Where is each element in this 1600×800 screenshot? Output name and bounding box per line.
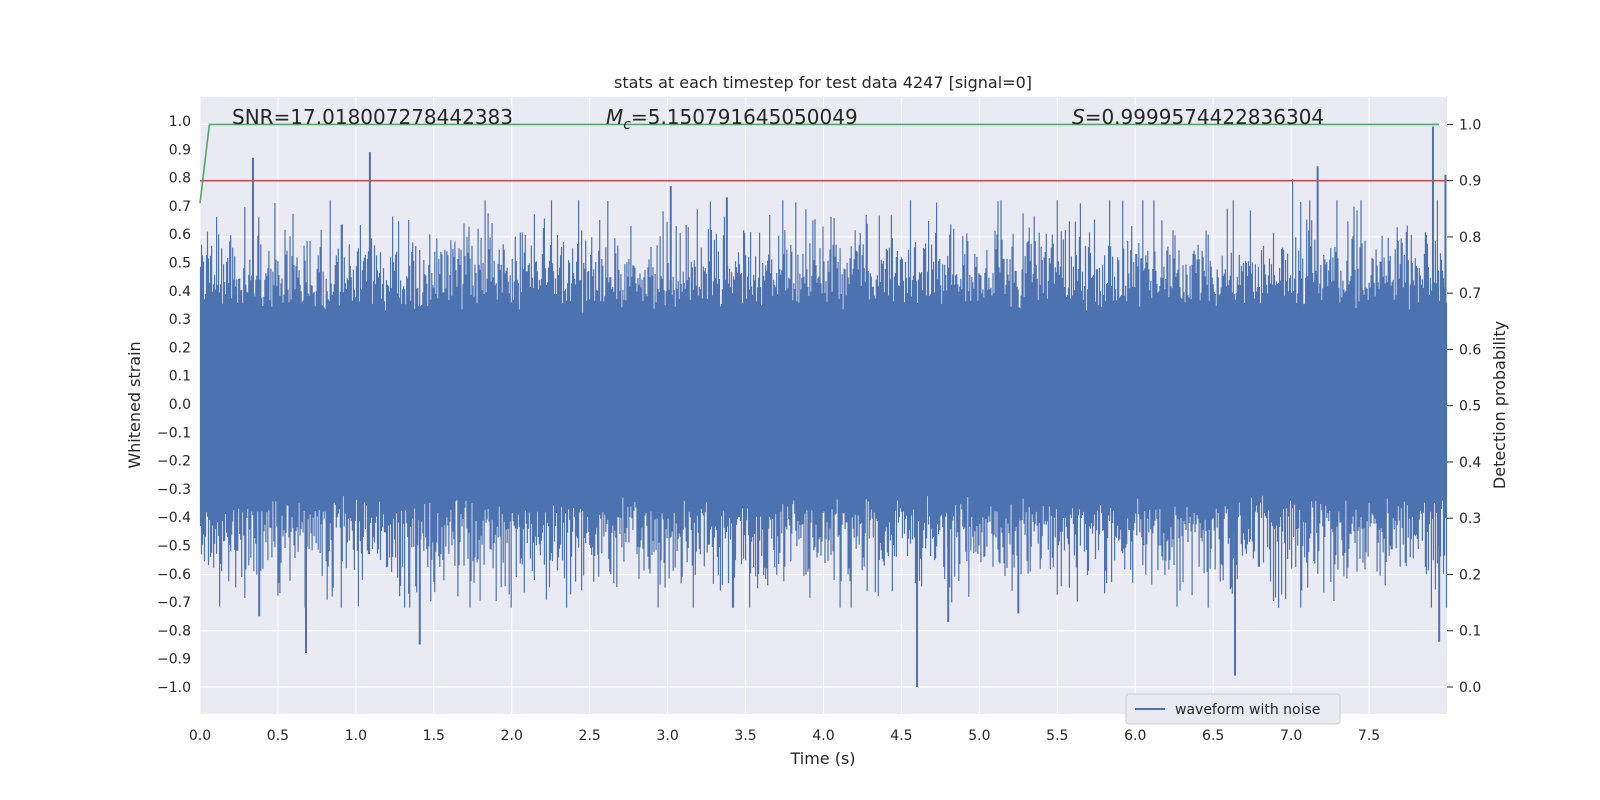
x-tick-label: 2.5 xyxy=(579,728,601,744)
chirp-mass-value: =5.150791645050049 xyxy=(631,105,858,129)
y-tick-label: 0.0 xyxy=(169,397,191,413)
snr-annotation: SNR=17.018007278442383 xyxy=(232,105,513,129)
waveform-core xyxy=(200,324,1447,484)
x-tick-label: 7.5 xyxy=(1358,728,1380,744)
x-axis-ticks: 0.0 0.5 1.0 1.5 2.0 2.5 3.0 3.5 4.0 4.5 5.0 5.5 6.0 6… xyxy=(189,728,1380,744)
legend-box xyxy=(1125,693,1341,725)
y-tick-label: 0.7 xyxy=(169,199,191,215)
y-axis-ticks: 1.0 0.9 0.8 0.7 0.6 0.5 0.4 0.3 0.2 0.1 0.0 −0.1 −0.… xyxy=(157,114,191,696)
y-tick-label: 1.0 xyxy=(169,114,191,130)
x-tick-label: 4.0 xyxy=(812,728,834,744)
y2-tick-label: 0.6 xyxy=(1459,342,1481,358)
y-tick-label: −0.9 xyxy=(157,652,191,668)
y-tick-label: −0.1 xyxy=(157,425,191,441)
y2-axis-ticks: 1.0 0.9 0.8 0.7 0.6 0.5 0.4 0.3 0.2 0.1 0.0 xyxy=(1447,117,1481,696)
y-tick-label: 0.6 xyxy=(169,227,191,243)
x-tick-label: 0.0 xyxy=(189,728,211,744)
x-tick-label: 0.5 xyxy=(267,728,289,744)
detection-stat-annotation: S=0.9999574422836304 xyxy=(1072,105,1324,129)
y2-tick-label: 0.3 xyxy=(1459,511,1481,527)
legend: waveform with noise xyxy=(1125,693,1341,725)
x-tick-label: 1.5 xyxy=(423,728,445,744)
y-tick-label: −0.2 xyxy=(157,454,191,470)
chart-title: stats at each timestep for test data 424… xyxy=(614,73,1032,92)
x-tick-label: 2.0 xyxy=(501,728,523,744)
chirp-mass-annotation: Mc=5.150791645050049 xyxy=(606,105,858,133)
detection-stat-symbol: S xyxy=(1072,105,1085,129)
x-tick-label: 5.5 xyxy=(1046,728,1068,744)
chirp-mass-subscript: c xyxy=(623,117,631,133)
y2-tick-label: 0.7 xyxy=(1459,286,1481,302)
x-tick-label: 4.5 xyxy=(890,728,912,744)
y2-axis-label: Detection probability xyxy=(1490,321,1509,489)
y2-tick-label: 0.0 xyxy=(1459,680,1481,696)
x-tick-label: 6.5 xyxy=(1202,728,1224,744)
x-tick-label: 5.0 xyxy=(968,728,990,744)
y-axis-label: Whitened strain xyxy=(125,341,144,468)
y-tick-label: 0.5 xyxy=(169,256,191,272)
y-tick-label: 0.9 xyxy=(169,142,191,158)
y-tick-label: 0.8 xyxy=(169,171,191,187)
y2-tick-label: 0.4 xyxy=(1459,455,1481,471)
y-tick-label: −0.8 xyxy=(157,623,191,639)
y2-tick-label: 0.1 xyxy=(1459,624,1481,640)
y-tick-label: −0.7 xyxy=(157,595,191,611)
y-tick-label: 0.3 xyxy=(169,312,191,328)
y-tick-label: 0.1 xyxy=(169,369,191,385)
y-tick-label: −0.3 xyxy=(157,482,191,498)
x-tick-label: 7.0 xyxy=(1280,728,1302,744)
y-tick-label: 0.4 xyxy=(169,284,191,300)
y-tick-label: −0.4 xyxy=(157,510,191,526)
y-tick-label: −1.0 xyxy=(157,680,191,696)
x-tick-label: 3.0 xyxy=(656,728,678,744)
x-tick-label: 3.5 xyxy=(734,728,756,744)
y2-tick-label: 0.2 xyxy=(1459,567,1481,583)
chirp-mass-symbol: M xyxy=(606,105,623,129)
probability-series xyxy=(199,123,1447,204)
y2-tick-label: 0.5 xyxy=(1459,399,1481,415)
y-tick-label: −0.6 xyxy=(157,567,191,583)
y-tick-label: 0.2 xyxy=(169,340,191,356)
x-tick-label: 6.0 xyxy=(1124,728,1146,744)
y2-tick-label: 1.0 xyxy=(1459,117,1481,133)
waveform-series xyxy=(199,126,1448,687)
detection-stat-value: =0.9999574422836304 xyxy=(1085,105,1324,129)
x-tick-label: 1.0 xyxy=(345,728,367,744)
x-axis-label: Time (s) xyxy=(789,749,855,768)
detection-probability-line xyxy=(199,123,1440,204)
y-tick-label: −0.5 xyxy=(157,539,191,555)
y2-tick-label: 0.8 xyxy=(1459,230,1481,246)
legend-entry: waveform with noise xyxy=(1175,702,1320,718)
y2-tick-label: 0.9 xyxy=(1459,174,1481,190)
